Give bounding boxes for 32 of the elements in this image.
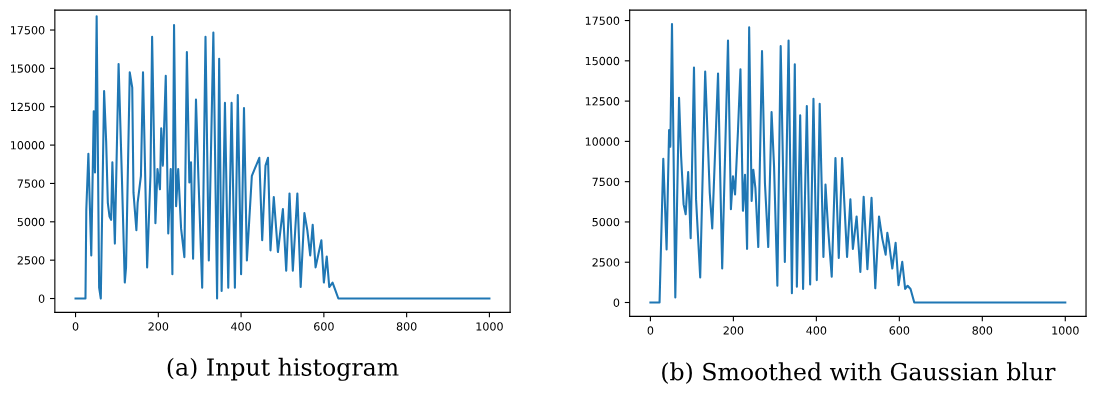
y-tick-label: 0 (38, 294, 45, 303)
y-tick-label: 12500 (585, 97, 620, 106)
y-tick-label: 12500 (11, 102, 45, 112)
x-tick-label: 0 (647, 326, 654, 335)
y-tick-label: 2500 (592, 258, 620, 267)
y-tick-label: 7500 (592, 177, 620, 187)
text: (b) Smoothed with Gaussian blur (662, 362, 1056, 384)
y-tick-label: 10000 (585, 137, 620, 146)
x-tick-label: 0 (72, 322, 79, 331)
x-tick-label: 800 (396, 322, 417, 331)
y-tick-label: 5000 (592, 217, 620, 227)
x-tick-label: 400 (231, 322, 251, 331)
line-series (649, 23, 1067, 304)
x-tick-label: 600 (314, 322, 334, 331)
y-tick-label: 15000 (585, 56, 620, 66)
y-tick-label: 17500 (585, 16, 620, 25)
y-tick-label: 10000 (11, 141, 45, 150)
x-tick-label: 800 (972, 326, 993, 335)
x-tick-label: 400 (806, 326, 827, 335)
y-tick-label: 2500 (17, 256, 45, 265)
line-series (74, 15, 491, 300)
y-tick-label: 15000 (11, 64, 45, 73)
y-tick-label: 5000 (17, 217, 45, 227)
y-tick-label: 7500 (17, 179, 45, 188)
text: (a) Input histogram (167, 357, 399, 381)
x-tick-label: 200 (148, 322, 169, 331)
x-tick-label: 600 (889, 326, 910, 335)
x-tick-label: 1000 (476, 322, 503, 331)
y-tick-label: 17500 (11, 26, 45, 35)
x-tick-label: 1000 (1052, 326, 1079, 335)
y-tick-label: 0 (613, 298, 620, 307)
x-tick-label: 200 (723, 326, 744, 335)
